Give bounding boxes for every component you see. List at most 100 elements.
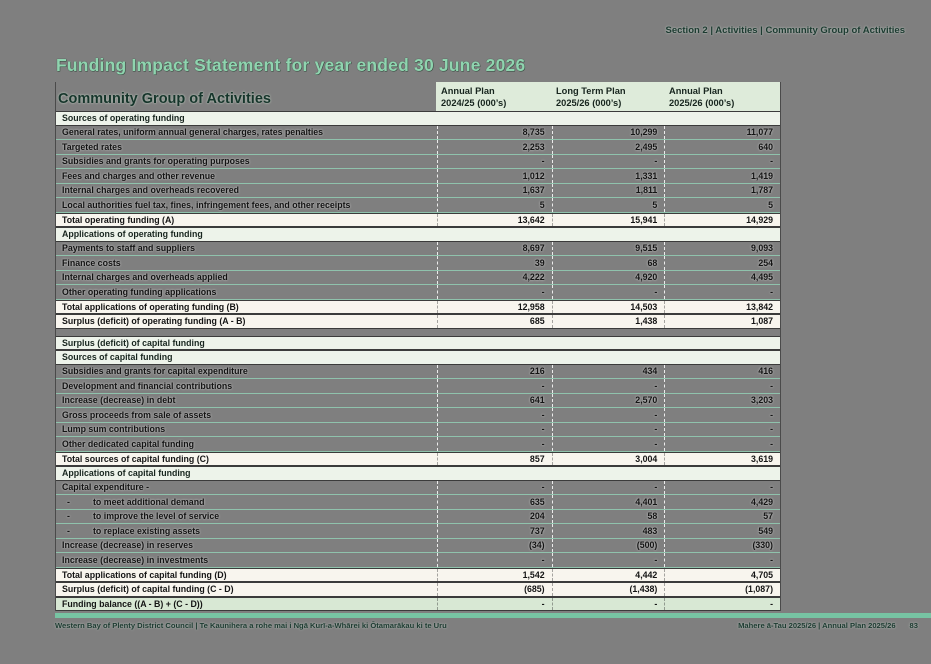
row-value-col3: 5 (664, 198, 780, 212)
row-value-col1: 204 (436, 509, 552, 523)
table-row: Payments to staff and suppliers 8,697 9,51… (56, 241, 780, 256)
row-label: Increase (decrease) in reserves (62, 540, 194, 551)
balance-row: Funding balance ((A - B) + (C - D)) - - - (56, 596, 780, 611)
row-label: Subsidies and grants for capital expendi… (62, 366, 248, 377)
row-value-col2: 4,442 (551, 568, 665, 581)
row-value-col1: 685 (436, 315, 552, 328)
row-label: Development and financial contributions (62, 380, 233, 391)
row-value-col3: - (664, 379, 780, 393)
row-value-col1: - (436, 154, 552, 168)
table-row: - to improve the level of service 204 58 57 (56, 509, 780, 524)
row-label: Surplus (deficit) of capital funding (62, 337, 205, 348)
row-value-col2: 9,515 (551, 241, 665, 255)
row-label: Lump sum contributions (62, 424, 166, 435)
row-value-col1: - (436, 285, 552, 299)
row-value-col1: 39 (436, 256, 552, 270)
row-value-col3: 1,419 (664, 169, 780, 183)
row-value-col3: - (664, 480, 780, 494)
column-header-annual-plan-2025-26: Annual Plan 2025/26 (000’s) (669, 86, 735, 109)
footer-plan-title: Mahere ā-Tau 2025/26 | Annual Plan 2025/… (738, 621, 918, 630)
row-value-col2: - (551, 408, 665, 422)
row-label: Fees and charges and other revenue (62, 170, 216, 181)
row-value-col1: 4,222 (436, 270, 552, 284)
table-row: Local authorities fuel tax, fines, infri… (56, 198, 780, 213)
row-value-col3: 11,077 (664, 125, 780, 139)
row-value-col1: 1,637 (436, 183, 552, 197)
row-label: - to meet additional demand (67, 496, 205, 507)
row-value-col1: 216 (436, 364, 552, 378)
row-value-col2: 434 (551, 364, 665, 378)
table-row: Other dedicated capital funding - - - (56, 437, 780, 452)
page-title: Funding Impact Statement for year ended … (56, 55, 526, 75)
row-label: Total applications of capital funding (D… (62, 569, 227, 580)
table-row: Increase (decrease) in investments - - - (56, 553, 780, 568)
page-number: 83 (909, 621, 918, 630)
row-value-col2: (1,438) (551, 583, 665, 596)
row-label: Other dedicated capital funding (62, 438, 194, 449)
row-value-col3: 4,705 (664, 568, 780, 581)
row-value-col2: - (551, 379, 665, 393)
total-row: Total applications of operating funding … (56, 299, 780, 314)
row-label: Total operating funding (A) (62, 214, 175, 225)
row-value-col3: - (664, 154, 780, 168)
row-value-col1: 1,542 (436, 568, 552, 581)
row-value-col3: 640 (664, 140, 780, 154)
footer-plan-label: Mahere ā-Tau 2025/26 | Annual Plan 2025/… (738, 621, 896, 630)
row-value-col3: 4,495 (664, 270, 780, 284)
row-value-col3: 3,619 (664, 452, 780, 465)
row-value-col2: (500) (551, 538, 665, 552)
row-label: Sources of operating funding (62, 113, 185, 124)
breadcrumb: Section 2 | Activities | Community Group… (665, 25, 905, 36)
indent-bullet: - (67, 525, 70, 536)
row-value-col1: (34) (436, 538, 552, 552)
footer-council-name: Western Bay of Plenty District Council |… (55, 621, 447, 630)
row-value-col1: 641 (436, 393, 552, 407)
row-label: Increase (decrease) in debt (62, 395, 176, 406)
row-value-col3: 57 (664, 509, 780, 523)
table-row: Finance costs 39 68 254 (56, 256, 780, 271)
column-header-long-term-plan-2025-26: Long Term Plan 2025/26 (000’s) (556, 86, 626, 109)
row-label: Other operating funding applications (62, 286, 217, 297)
row-label: Internal charges and overheads recovered (62, 185, 239, 196)
column-headers: Annual Plan 2024/25 (000’s) Long Term Pl… (436, 82, 780, 111)
row-value-col1: 5 (436, 198, 552, 212)
indent-bullet: - (67, 511, 70, 522)
section-row: Applications of capital funding (56, 466, 780, 481)
row-value-col1: 737 (436, 524, 552, 538)
row-value-col3: 549 (664, 524, 780, 538)
row-label: General rates, uniform annual general ch… (62, 127, 324, 138)
row-value-col2: 68 (551, 256, 665, 270)
row-value-col1: (685) (436, 583, 552, 596)
row-label: Surplus (deficit) of operating funding (… (62, 316, 246, 327)
table-row: Development and financial contributions -… (56, 379, 780, 394)
row-value-col1: - (436, 597, 552, 610)
table-body: Sources of operating funding General rate… (56, 111, 780, 611)
row-label: Capital expenditure - (62, 482, 150, 493)
row-value-col2: 14,503 (551, 300, 665, 313)
row-value-col3: (330) (664, 538, 780, 552)
row-label: - to improve the level of service (67, 511, 220, 522)
row-value-col2: 2,570 (551, 393, 665, 407)
table-row: Increase (decrease) in debt 641 2,570 3,203 (56, 393, 780, 408)
table-row: - to replace existing assets 737 483 549 (56, 524, 780, 539)
table-row: Targeted rates 2,253 2,495 640 (56, 140, 780, 155)
table-row: Subsidies and grants for capital expendi… (56, 364, 780, 379)
row-label: Applications of operating funding (62, 229, 203, 240)
row-label: Targeted rates (62, 141, 122, 152)
row-value-col2: 10,299 (551, 125, 665, 139)
row-label: Finance costs (62, 257, 121, 268)
row-value-col3: 416 (664, 364, 780, 378)
row-value-col3: 254 (664, 256, 780, 270)
table-row: Increase (decrease) in reserves (34) (500)… (56, 538, 780, 553)
table-row: Internal charges and overheads applied 4,… (56, 270, 780, 285)
table-row: Capital expenditure ---- (56, 480, 780, 495)
table-row: Internal charges and overheads recovered… (56, 183, 780, 198)
row-value-col1: - (436, 408, 552, 422)
row-value-col3: - (664, 285, 780, 299)
row-value-col3: 9,093 (664, 241, 780, 255)
total-row: Surplus (deficit) of operating funding (… (56, 314, 780, 329)
row-value-col1: 857 (436, 452, 552, 465)
total-row: Total operating funding (A) 13,642 15,941 1… (56, 212, 780, 227)
row-value-col2: - (551, 480, 665, 494)
row-value-col2: 2,495 (551, 140, 665, 154)
